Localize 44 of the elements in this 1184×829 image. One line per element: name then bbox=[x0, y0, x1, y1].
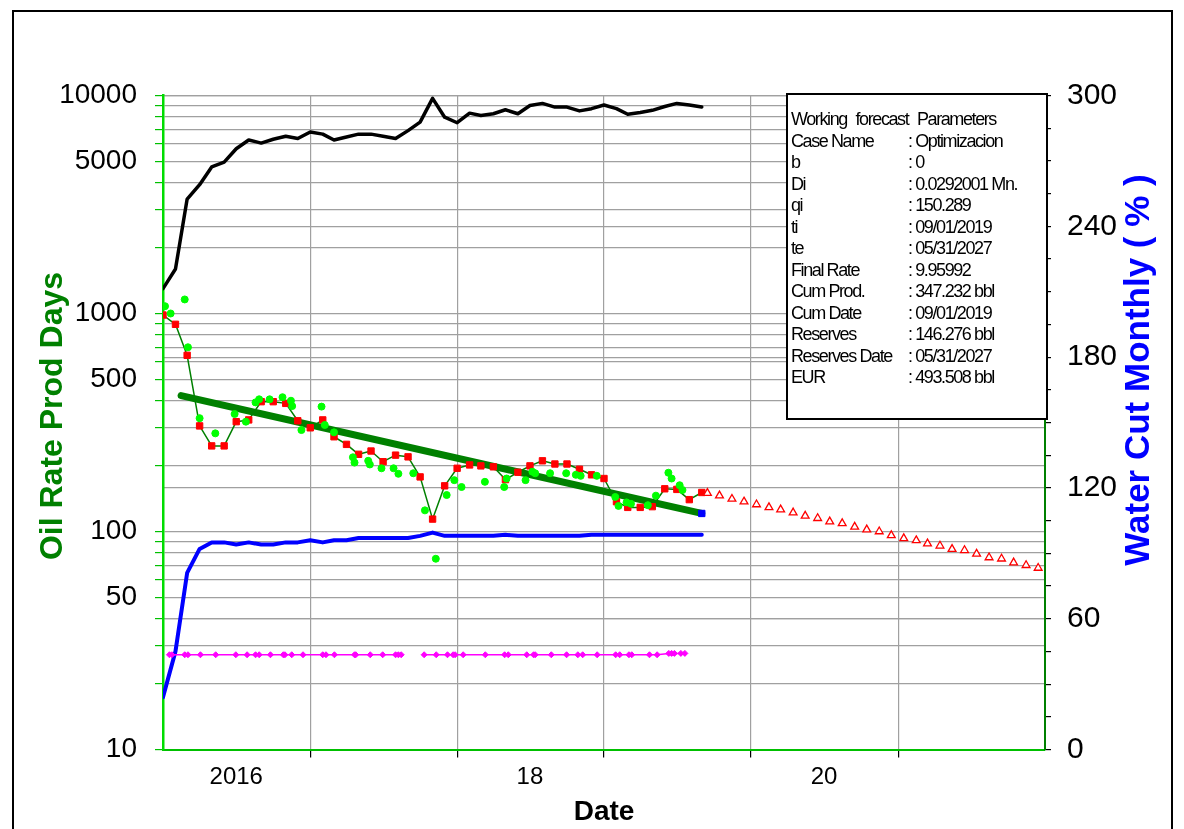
annotation: EUR bbox=[791, 367, 825, 389]
annotation: Reserves bbox=[791, 324, 856, 346]
annotation: : 9.95992 bbox=[908, 259, 971, 281]
annotation: Di bbox=[791, 173, 806, 195]
y2-tick-label: 240 bbox=[1067, 207, 1118, 241]
y-tick-label: 100 bbox=[90, 514, 137, 546]
annotation: Cum Prod. bbox=[791, 281, 865, 303]
annotation: : 09/01/2019 bbox=[908, 216, 992, 238]
annotation: Cum Date bbox=[791, 302, 861, 324]
y-tick-label: 5000 bbox=[74, 143, 137, 175]
annotation: : 0 bbox=[908, 152, 924, 174]
y2-axis-title: Water Cut Monthly ( % ) bbox=[1116, 174, 1156, 566]
y2-tick-label: 0 bbox=[1067, 730, 1084, 764]
annotation: Final Rate bbox=[791, 259, 860, 281]
annotation: : 05/31/2027 bbox=[908, 345, 992, 367]
y-axis-title: Oil Rate Prod Days bbox=[32, 271, 69, 561]
y2-tick-label: 300 bbox=[1067, 76, 1118, 110]
y2-tick-label: 120 bbox=[1067, 469, 1118, 503]
annotation: : Optimizacion bbox=[908, 130, 1003, 152]
annotation: : 09/01/2019 bbox=[908, 302, 992, 324]
annotation: Working forecast Parameters bbox=[791, 109, 996, 131]
annotation: : 493.508 bbl bbox=[908, 367, 994, 389]
y2-tick-label: 60 bbox=[1067, 599, 1101, 633]
annotation: : 150.289 bbox=[908, 195, 971, 217]
annotation: Case Name bbox=[791, 130, 874, 152]
annotation: : 05/31/2027 bbox=[908, 238, 992, 260]
annotation: qi bbox=[791, 195, 803, 217]
annotation: Reserves Date bbox=[791, 345, 892, 367]
annotation: b bbox=[791, 152, 800, 174]
y-tick-label: 50 bbox=[105, 579, 137, 611]
x-tick-label: 20 bbox=[810, 761, 838, 789]
x-tick-label: 2016 bbox=[209, 761, 263, 789]
annotation: : 347.232 bbl bbox=[908, 281, 994, 303]
annotation: : 0.0292001 Mn. bbox=[908, 173, 1018, 195]
x-tick-label: 18 bbox=[516, 761, 544, 789]
y-tick-label: 1000 bbox=[74, 296, 137, 328]
annotation: te bbox=[791, 238, 804, 260]
y-tick-label: 10000 bbox=[59, 78, 137, 110]
y-tick-label: 10 bbox=[105, 732, 137, 764]
annotation: ti bbox=[791, 216, 798, 238]
x-axis-title: Date bbox=[573, 794, 635, 826]
y2-tick-label: 180 bbox=[1067, 338, 1118, 372]
annotation: : 146.276 bbl bbox=[908, 324, 994, 346]
y-tick-label: 500 bbox=[90, 361, 137, 393]
